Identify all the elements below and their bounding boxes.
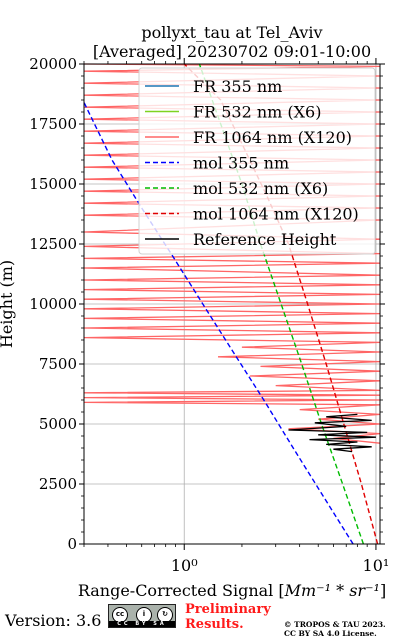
- y-tick-label: 17500: [29, 115, 77, 133]
- preliminary-note: Preliminary Results.: [185, 602, 271, 632]
- y-tick-label: 10000: [29, 295, 77, 313]
- legend-label-mol-355-nm: mol 355 nm: [193, 154, 289, 173]
- chart-subtitle: [Averaged] 20230702 09:01-10:00: [93, 42, 371, 61]
- x-axis-label: Range-Corrected Signal [Mm⁻¹ * sr⁻¹]: [78, 581, 386, 600]
- y-axis-label: Height (m): [0, 260, 16, 348]
- y-tick-label: 2500: [39, 475, 77, 493]
- legend-box: [138, 67, 376, 255]
- molecular-lines: [83, 63, 379, 545]
- mol-532-nm-x6-line: [198, 63, 365, 545]
- legend-label-mol-1064-nm-x120: mol 1064 nm (X120): [193, 205, 359, 224]
- y-tick-label: 5000: [39, 415, 77, 433]
- y-tick-label: 0: [67, 535, 77, 553]
- reference-height-line: [288, 413, 376, 453]
- copyright-line2: CC BY SA 4.0 License.: [284, 629, 377, 638]
- fr-1064-nm-x120-line: [83, 63, 381, 444]
- legend: FR 355 nm FR 532 nm (X6) FR 1064 nm (X120)…: [138, 67, 376, 255]
- x-tick-label: 10⁰: [171, 556, 198, 575]
- legend-label-fr-532-nm-x6: FR 532 nm (X6): [193, 103, 321, 122]
- mol-355-nm-line: [83, 102, 354, 545]
- legend-label-mol-532-nm-x6: mol 532 nm (X6): [193, 179, 328, 198]
- legend-label-reference-height: Reference Height: [193, 230, 337, 249]
- legend-label-fr-355-nm: FR 355 nm: [193, 77, 282, 96]
- cc-license-badge[interactable]: cc i ↻ CC BY SA: [108, 604, 176, 628]
- copyright-note: © TROPOS & TAU 2023. CC BY SA 4.0 Licens…: [284, 620, 386, 638]
- version-text: Version: 3.6: [5, 611, 102, 630]
- fr-1064-lines: [83, 63, 381, 444]
- reference-height-lines: [288, 413, 376, 453]
- x-tick-label: 10¹: [363, 556, 390, 575]
- chart: pollyxt_tau at Tel_Aviv [Averaged] 20230…: [0, 23, 390, 600]
- preliminary-line1: Preliminary: [185, 602, 271, 617]
- copyright-line1: © TROPOS & TAU 2023.: [284, 620, 386, 629]
- cc-badge-text: CC BY SA: [109, 621, 175, 627]
- y-axis: 0 2500 5000 7500 10000 12500 15000 17500 20000: [29, 55, 385, 553]
- y-tick-label: 15000: [29, 175, 77, 193]
- x-axis: 10⁰ 10¹: [83, 58, 390, 575]
- legend-label-fr-1064-nm-x120: FR 1064 nm (X120): [193, 128, 352, 147]
- chart-title: pollyxt_tau at Tel_Aviv: [141, 23, 322, 42]
- preliminary-line2: Results.: [185, 617, 244, 632]
- y-tick-label: 7500: [39, 355, 77, 373]
- y-tick-label: 12500: [29, 235, 77, 253]
- y-tick-label: 20000: [29, 55, 77, 73]
- mol-1064-nm-x120-line: [183, 63, 379, 545]
